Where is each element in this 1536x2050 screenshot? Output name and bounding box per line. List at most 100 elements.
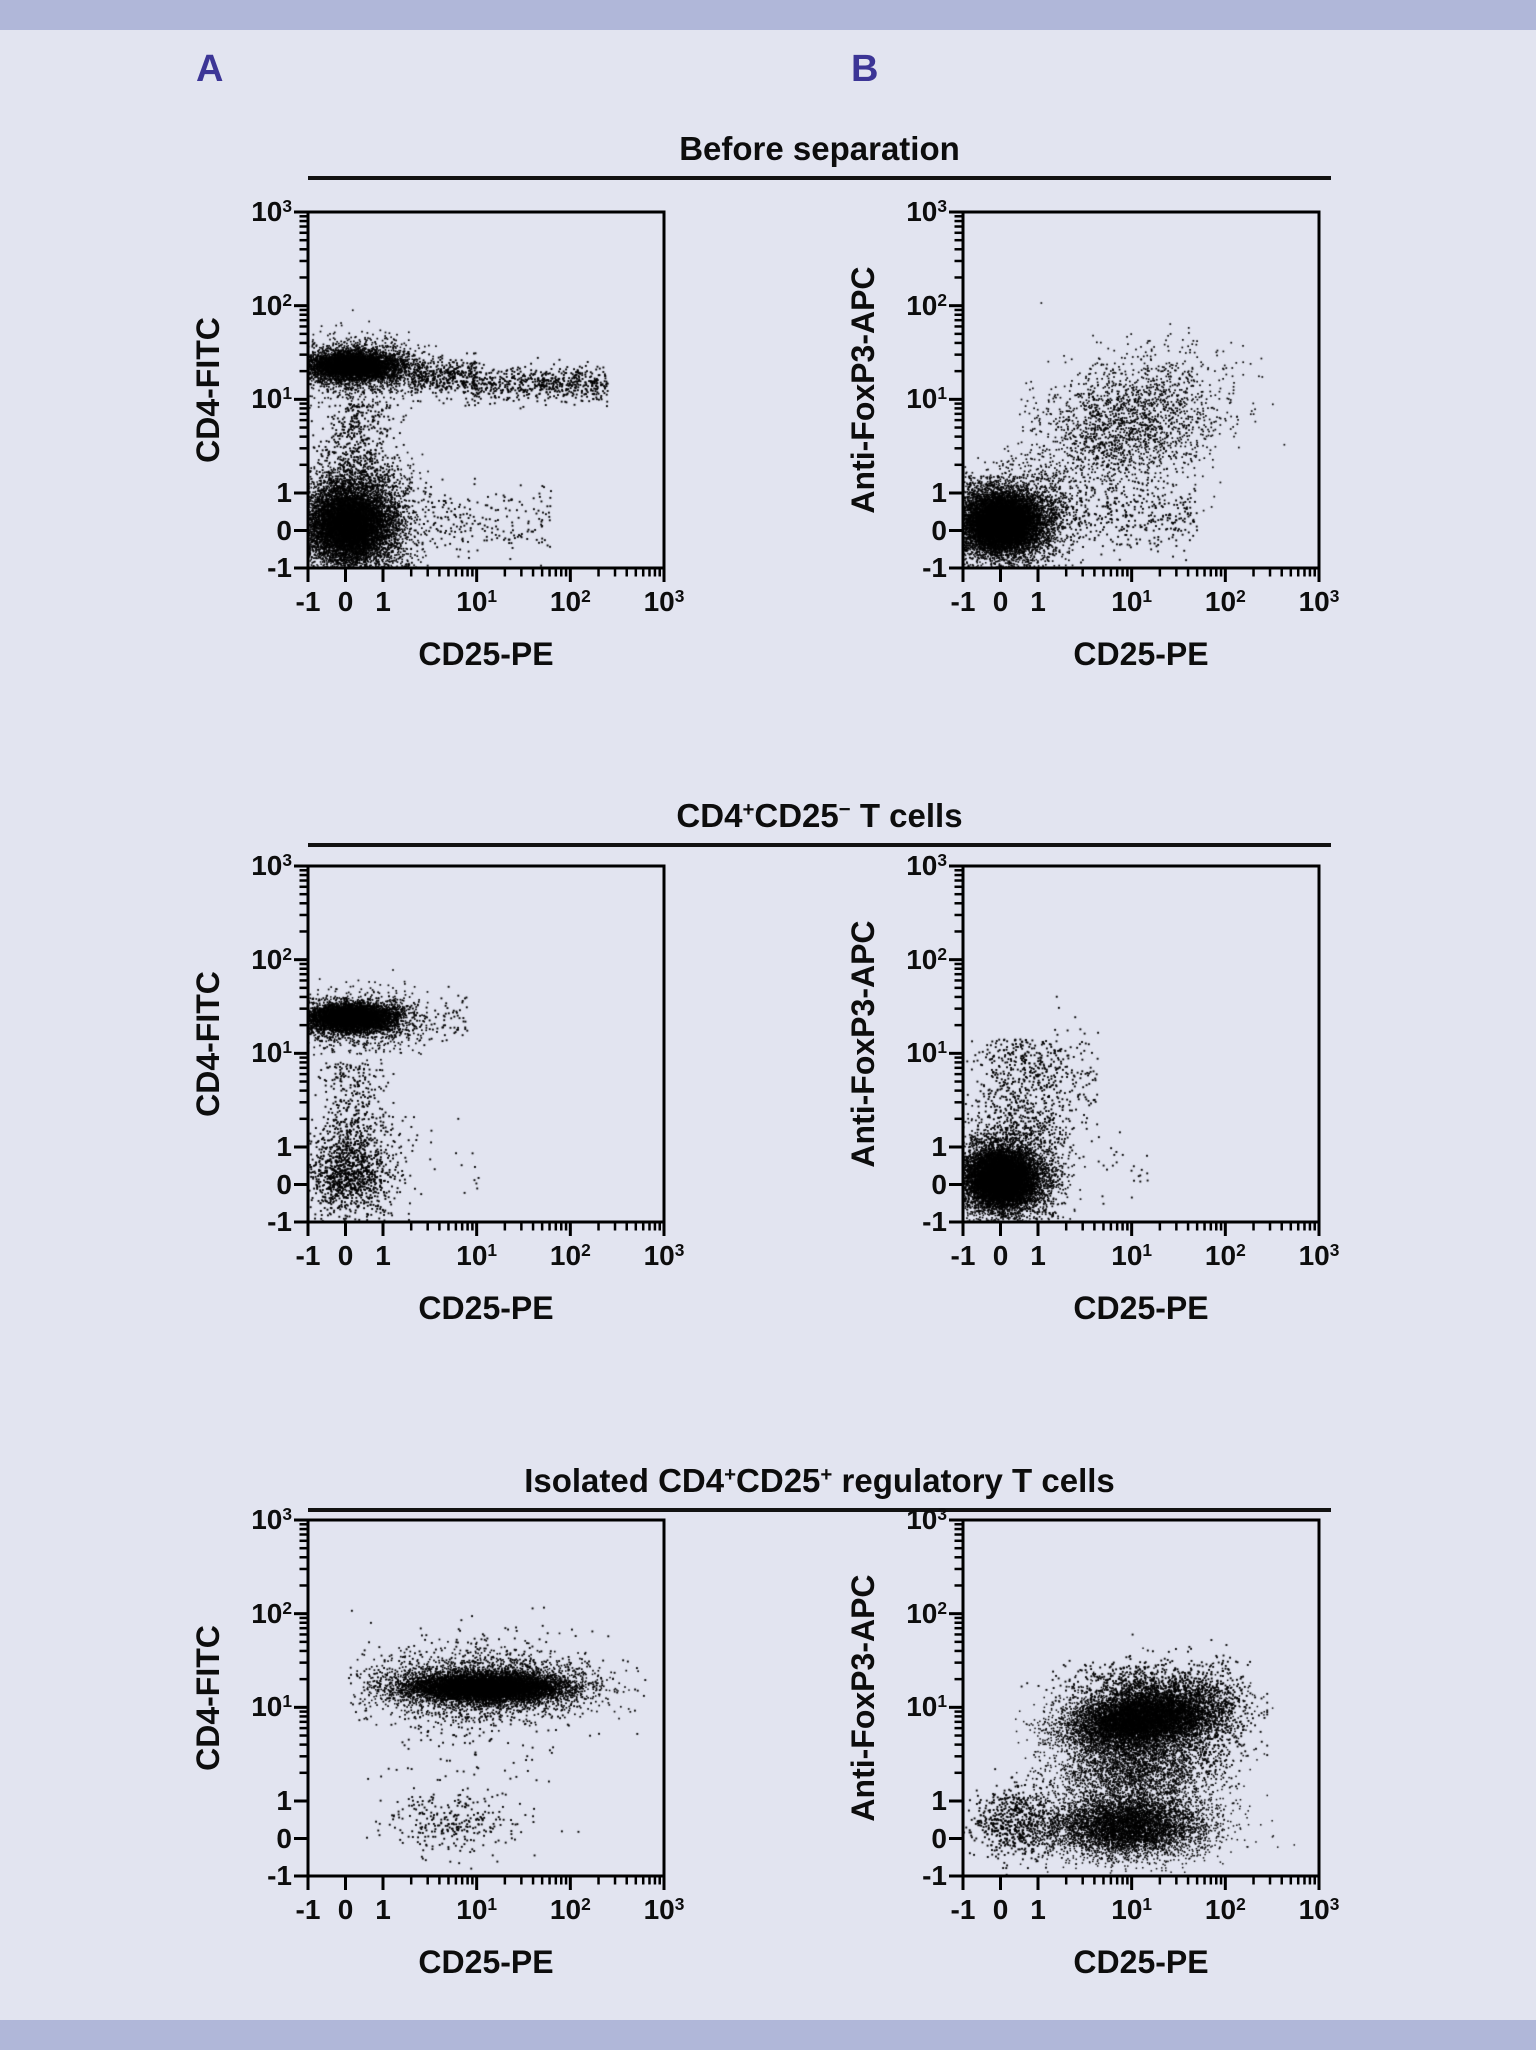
panel-label-b: B [851, 48, 879, 90]
flow-plot-a2: CD4-FITC CD25-PE -1 0 1 101 102 103 -1 0 1 101 102… [190, 851, 685, 1326]
row-title-before-separation: Before separation [679, 130, 960, 167]
y-tick-label: 102 [251, 289, 292, 321]
x-tick-label: 1 [375, 586, 391, 617]
y-tick-label: 0 [276, 514, 292, 546]
row-title-isolated-tregs: Isolated CD4+CD25+ regulatory T cells [524, 1462, 1115, 1499]
y-tick-label: 1 [931, 477, 947, 508]
y-tick-label: 103 [906, 1503, 947, 1535]
x-tick-label: 101 [1111, 585, 1153, 617]
y-tick-label: 1 [276, 1785, 292, 1816]
flow-plot-a1: CD4-FITC CD25-PE -1 0 1 101 102 103 -1 0 1 101 102… [190, 197, 685, 672]
scatter-points-canvas [963, 866, 1319, 1222]
x-tick-label: -1 [295, 1240, 321, 1271]
y-tick-label: -1 [267, 1206, 292, 1237]
y-tick-label: 102 [906, 289, 947, 321]
x-tick-label: 102 [549, 585, 591, 617]
x-tick-label: 1 [1030, 1894, 1046, 1925]
x-tick-label: 1 [375, 1240, 391, 1271]
x-axis-title: CD25-PE [1073, 1944, 1209, 1980]
x-tick-label: 102 [549, 1893, 591, 1925]
y-tick-label: 0 [931, 1168, 947, 1200]
x-tick-label: 102 [1204, 585, 1246, 617]
x-tick-label: 101 [1111, 1893, 1153, 1925]
y-tick-label: 101 [906, 383, 947, 415]
y-tick-label: 103 [251, 849, 292, 881]
y-tick-label: 0 [931, 1822, 947, 1854]
x-axis-title: CD25-PE [1073, 636, 1209, 672]
x-tick-label: 103 [1298, 1239, 1340, 1271]
x-tick-label: 102 [549, 1239, 591, 1271]
x-tick-label: 1 [375, 1894, 391, 1925]
y-tick-label: 0 [931, 514, 947, 546]
x-tick-label: 102 [1204, 1893, 1246, 1925]
y-tick-label: 102 [251, 1597, 292, 1629]
x-tick-label: 0 [992, 1240, 1009, 1271]
x-tick-label: 101 [456, 1239, 498, 1271]
x-tick-label: 103 [1298, 585, 1340, 617]
scatter-points-canvas [308, 866, 664, 1222]
x-tick-label: 1 [1030, 1240, 1046, 1271]
x-tick-label: 0 [992, 1894, 1009, 1925]
y-tick-label: -1 [922, 1860, 947, 1891]
y-tick-label: 0 [276, 1168, 292, 1200]
y-tick-label: 0 [276, 1822, 292, 1854]
y-tick-label: 103 [251, 1503, 292, 1535]
scatter-points-canvas [963, 212, 1319, 568]
y-tick-label: 1 [931, 1785, 947, 1816]
scatter-points-canvas [308, 1520, 664, 1876]
x-tick-label: 101 [456, 1893, 498, 1925]
x-tick-label: -1 [950, 586, 976, 617]
title-rule [308, 843, 1331, 847]
y-tick-label: 101 [251, 1037, 292, 1069]
x-tick-label: 0 [992, 586, 1009, 617]
x-tick-label: 1 [1030, 586, 1046, 617]
flow-plot-b1: Anti-FoxP3-APC CD25-PE -1 0 1 101 102 103 -1 0 1… [845, 197, 1340, 672]
y-tick-label: -1 [267, 1860, 292, 1891]
panel-label-a: A [196, 48, 224, 90]
x-tick-label: 103 [1298, 1893, 1340, 1925]
scatter-points-canvas [308, 212, 664, 568]
top-decorative-bar [0, 0, 1536, 30]
x-axis-title: CD25-PE [1073, 1290, 1209, 1326]
y-tick-label: 1 [276, 1131, 292, 1162]
x-tick-label: -1 [295, 1894, 321, 1925]
y-tick-label: 103 [906, 849, 947, 881]
y-tick-label: 102 [251, 943, 292, 975]
scatter-points-canvas [963, 1520, 1319, 1876]
x-tick-label: -1 [295, 586, 321, 617]
row-title-cd25neg-cells: CD4+CD25− T cells [676, 797, 963, 834]
x-tick-label: 103 [643, 585, 685, 617]
x-tick-label: 101 [456, 585, 498, 617]
y-tick-label: -1 [267, 552, 292, 583]
x-axis-title: CD25-PE [418, 1944, 554, 1980]
x-tick-label: -1 [950, 1240, 976, 1271]
x-tick-label: 103 [643, 1239, 685, 1271]
y-tick-label: 103 [251, 195, 292, 227]
y-tick-label: 101 [251, 1691, 292, 1723]
y-tick-label: 102 [906, 1597, 947, 1629]
title-rule [308, 1508, 1331, 1512]
y-tick-label: -1 [922, 552, 947, 583]
bottom-decorative-bar [0, 2020, 1536, 2050]
flow-plot-a3: CD4-FITC CD25-PE -1 0 1 101 102 103 -1 0 1 101 102… [190, 1505, 685, 1980]
y-tick-label: 101 [906, 1691, 947, 1723]
x-tick-label: 0 [337, 1894, 354, 1925]
x-tick-label: -1 [950, 1894, 976, 1925]
x-axis-title: CD25-PE [418, 636, 554, 672]
y-tick-label: 103 [906, 195, 947, 227]
y-tick-label: 1 [931, 1131, 947, 1162]
flow-plot-b2: Anti-FoxP3-APC CD25-PE -1 0 1 101 102 103 -1 0 1… [845, 851, 1340, 1326]
title-rule [308, 176, 1331, 180]
y-tick-label: 1 [276, 477, 292, 508]
x-tick-label: 0 [337, 586, 354, 617]
x-tick-label: 102 [1204, 1239, 1246, 1271]
x-tick-label: 103 [643, 1893, 685, 1925]
y-tick-label: 101 [251, 383, 292, 415]
y-tick-label: 101 [906, 1037, 947, 1069]
y-tick-label: -1 [922, 1206, 947, 1237]
y-tick-label: 102 [906, 943, 947, 975]
x-axis-title: CD25-PE [418, 1290, 554, 1326]
x-tick-label: 0 [337, 1240, 354, 1271]
flow-plot-b3: Anti-FoxP3-APC CD25-PE -1 0 1 101 102 103 -1 0 1… [845, 1505, 1340, 1980]
